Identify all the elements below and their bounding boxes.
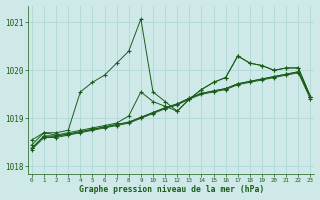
X-axis label: Graphe pression niveau de la mer (hPa): Graphe pression niveau de la mer (hPa) (78, 185, 264, 194)
